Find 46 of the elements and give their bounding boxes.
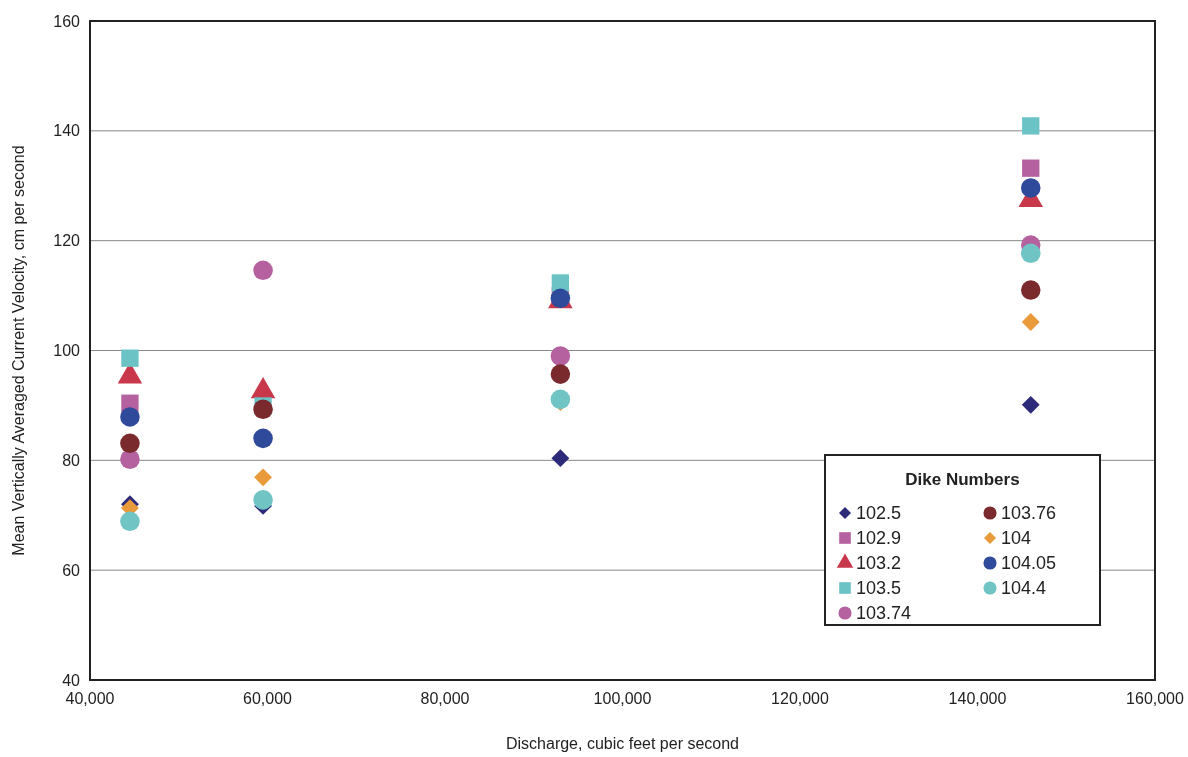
- point: [550, 389, 571, 410]
- point: [253, 490, 273, 510]
- point: [550, 364, 571, 384]
- point: [1020, 178, 1041, 198]
- y-tick-label: 140: [53, 122, 81, 140]
- y-axis-title: Mean Vertically Averaged Current Velocity, cm per second: [10, 145, 27, 556]
- point: [1022, 117, 1040, 135]
- y-tick-label: 160: [53, 12, 81, 30]
- legend-label: 102.9: [856, 528, 902, 549]
- y-tick-label: 120: [53, 232, 81, 250]
- legend-label: 103.74: [856, 603, 912, 624]
- point: [1021, 395, 1040, 414]
- x-tick-label: 120,000: [771, 690, 830, 707]
- legend-label: 103.2: [856, 553, 902, 574]
- y-tick-label: 60: [62, 561, 81, 579]
- x-tick-label: 60,000: [243, 690, 293, 707]
- point: [253, 399, 273, 420]
- point: [1021, 313, 1040, 331]
- point: [120, 433, 140, 454]
- x-tick-label: 140,000: [948, 690, 1007, 707]
- legend-label: 103.76: [1001, 503, 1057, 524]
- point: [120, 511, 140, 532]
- y-tick-label: 100: [53, 342, 81, 360]
- y-tick-label: 80: [62, 451, 81, 469]
- legend-label: 103.5: [856, 578, 902, 599]
- point: [253, 428, 273, 449]
- x-tick-label: 100,000: [593, 690, 652, 707]
- point: [1020, 280, 1041, 300]
- legend-title: Dike Numbers: [905, 470, 1020, 489]
- point: [1022, 159, 1040, 177]
- legend-label: 102.5: [856, 503, 902, 524]
- x-tick-label: 80,000: [420, 690, 470, 707]
- point: [1020, 243, 1041, 264]
- point: [551, 449, 570, 468]
- legend-label: 104: [1001, 528, 1032, 549]
- point: [253, 260, 273, 281]
- y-tick-label: 40: [62, 671, 81, 689]
- x-tick-label: 160,000: [1126, 690, 1185, 707]
- point: [550, 346, 571, 366]
- legend-label: 104.4: [1001, 578, 1047, 599]
- point: [121, 349, 139, 367]
- x-axis-title: Discharge, cubic feet per second: [505, 735, 740, 752]
- legend-label: 104.05: [1001, 553, 1057, 574]
- point: [254, 468, 273, 487]
- x-tick-label: 40,000: [65, 690, 115, 707]
- point: [120, 407, 140, 427]
